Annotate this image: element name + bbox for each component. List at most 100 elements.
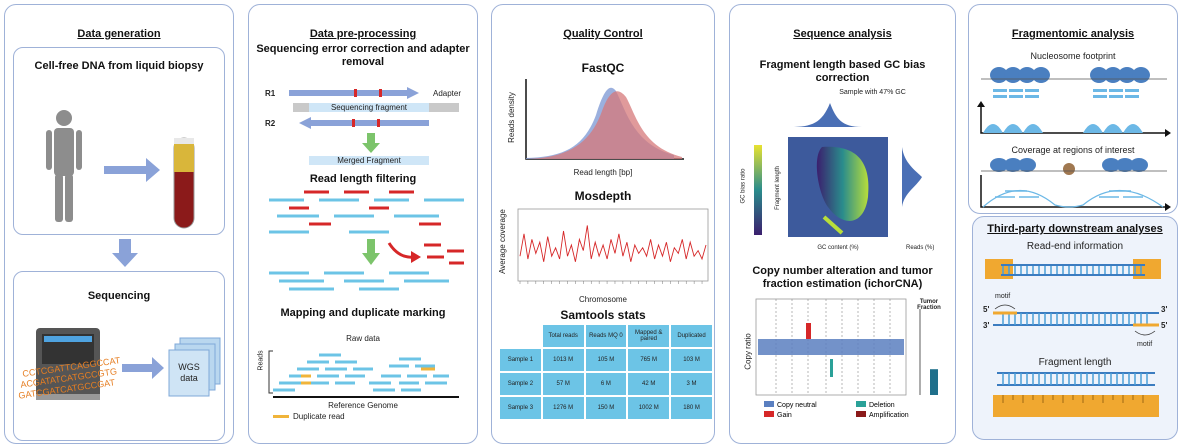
three-prime-label: 3' [1161,305,1168,314]
ruler-icon [993,395,1159,417]
transcription-factor-icon [1063,163,1075,175]
fragment-length-label: Fragment length [1038,357,1112,368]
read-end-label: Read-end information [1026,241,1124,252]
sequencing-box: Sequencing WGS data CCTCGATTCAGGCCAT ACG… [13,271,225,441]
tumor-fraction-bar [930,369,938,395]
arrow-right-icon [122,357,164,379]
sequencing-fragment-label: Sequencing fragment [330,103,408,112]
read-end-diagram [985,259,1161,336]
coverage-wave [983,124,1165,133]
cfdna-box: Cell-free DNA from liquid biopsy [13,47,225,235]
arrow-right-icon [104,158,160,182]
legend-swatch-icon [273,415,289,418]
table-cell: 1002 M [628,397,670,419]
duplicate-read-label: Duplicate read [293,412,345,421]
panel-title: Fragmentomic analysis [1011,28,1135,40]
blood-tube-icon [173,137,195,229]
table-cell: 1013 M [542,349,584,371]
fastqc-title: FastQC [581,61,625,75]
cna-gain [806,323,811,339]
coverage-roi-diagram [980,158,1171,211]
panel-title: Data generation [77,28,161,40]
table-cell: 150 M [585,397,627,419]
gc-colorbar [754,145,762,235]
tumor-fraction-label: Tumor Fraction [917,299,941,311]
arrow-down-icon [362,239,380,265]
coverage-line [519,225,707,262]
data-label: data [180,373,198,383]
table-row: Sample 3 1276 M 150 M 1002 M 180 M [500,397,712,419]
gc-marginal-top [790,103,862,127]
table-cell: 3 M [671,373,712,395]
table-cell: 57 M [542,373,584,395]
mosdepth-xlabel: Chromosome [578,295,627,304]
panel-title: Third-party downstream analyses [987,223,1163,235]
five-prime-label: 5' [983,305,990,314]
read-filter-diagram [269,190,464,291]
panel-quality-control: Quality Control FastQC Reads density Rea… [491,4,715,444]
fastqc-ylabel: Reads density [506,92,516,143]
gc-reads-label: Reads (%) [906,245,935,251]
mosdepth-title: Mosdepth [574,189,632,203]
panel-data-generation: Data generation Cell-free DNA from liqui… [4,4,234,444]
fastqc-chart [525,79,684,160]
row-label: Sample 3 [500,397,541,419]
legend-swatch-icon [764,401,774,407]
legend-label: Amplification [869,412,909,419]
table-cell: 765 M [628,349,670,371]
panel-third-party-analyses: Third-party downstream analyses Read-end… [972,216,1178,440]
raw-data-label: Raw data [346,334,380,343]
table-cell: 103 M [671,349,712,371]
table-cell: 105 M [585,349,627,371]
legend-item: Amplification [856,411,946,419]
cna-neutral-band [758,339,904,355]
wgs-data-icon [168,337,221,397]
gc-heatmap-blob [816,146,869,221]
gc-sample-label: Sample with 47% GC [839,89,906,96]
read-pair-diagram [289,87,459,165]
panel-title: Data pre-processing [309,28,417,40]
gc-title: Fragment length based GC bias correction [759,59,926,84]
panel-fragmentomic-analysis: Fragmentomic analysis Nucleosome footpri… [968,4,1178,214]
table-cell: 6 M [585,373,627,395]
table-header: Reads MQ 0 [585,325,627,347]
gc-cbar-label: GC bias ratio [740,168,747,204]
legend-label: Gain [777,412,792,419]
arrow-down-icon [112,239,138,267]
sequencing-title: Sequencing [87,290,151,302]
legend-item: Gain [764,411,854,419]
adapter-label: Adapter [433,89,462,98]
coverage-curve [982,189,1164,208]
legend-item: Copy neutral [764,401,854,409]
cfdna-title: Cell-free DNA from liquid biopsy [34,60,204,72]
mapping-diagram [268,350,459,398]
mosdepth-ylabel: Average coverage [497,209,507,274]
samtools-title: Samtools stats [560,308,646,322]
table-header: Total reads [542,325,584,347]
step-read-length: Read length filtering [309,173,417,185]
panel-title: Sequence analysis [793,28,892,40]
gc-bias-plot [754,103,922,237]
step-mapping: Mapping and duplicate marking [280,307,446,319]
panel-title: Quality Control [563,28,643,40]
five-prime-label: 5' [1161,321,1168,330]
reference-genome-label: Reference Genome [328,401,398,410]
coverage-roi-label: Coverage at regions of interest [1011,145,1135,155]
r1-label: R1 [265,89,276,98]
r2-label: R2 [265,119,276,128]
mosdepth-chart [517,208,709,284]
human-figure-icon [46,110,195,229]
cna-deletion [830,359,833,377]
table-cell: 42 M [628,373,670,395]
legend-swatch-icon [856,411,866,417]
row-label: Sample 1 [500,349,541,371]
motif-label: motif [995,293,1011,300]
legend-label: Copy neutral [777,402,817,409]
cna-plot [755,298,938,396]
gc-ylabel: Fragment length [774,166,781,210]
sequencer-icon [36,328,221,400]
fastqc-density-red [526,91,682,159]
table-header: Duplicated [671,325,712,347]
gc-xlabel: GC content (%) [817,245,859,251]
legend-item: Deletion [856,401,946,409]
